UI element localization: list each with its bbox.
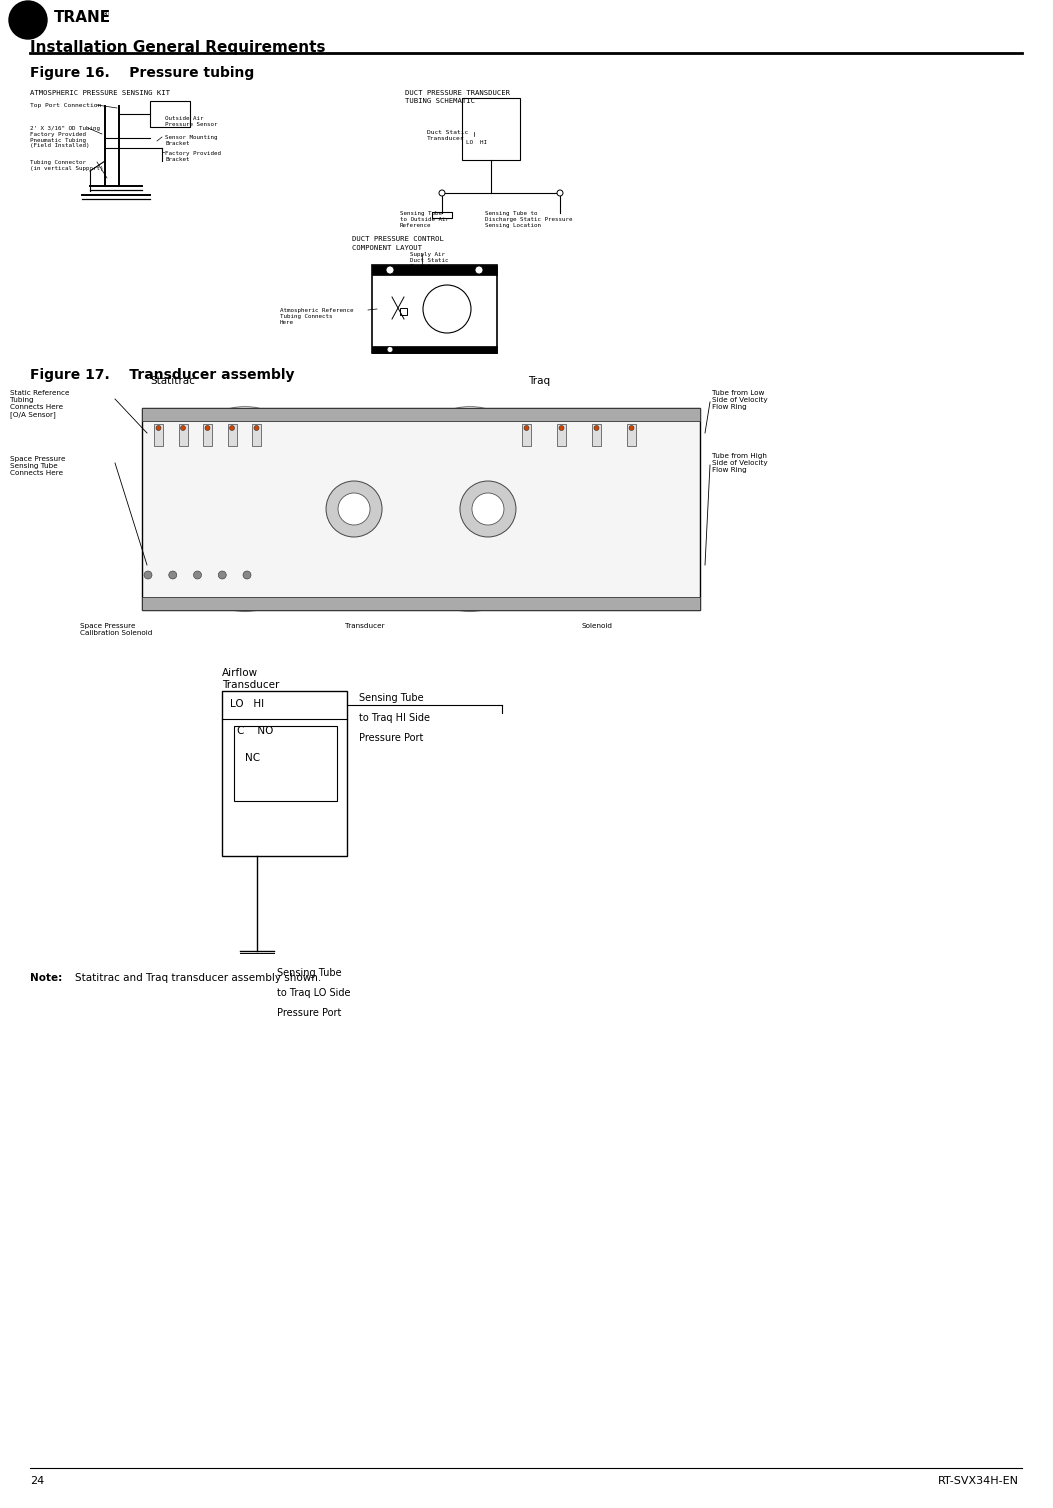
Text: Sensing Tube: Sensing Tube xyxy=(359,694,423,703)
Bar xyxy=(627,424,636,446)
Text: DUCT PRESSURE CONTROL: DUCT PRESSURE CONTROL xyxy=(352,235,444,241)
Bar xyxy=(179,424,187,446)
Circle shape xyxy=(557,190,563,196)
Circle shape xyxy=(205,425,210,430)
Text: Sensing Tube to
Discharge Static Pressure
Sensing Location: Sensing Tube to Discharge Static Pressur… xyxy=(485,211,573,228)
Bar xyxy=(592,424,601,446)
Circle shape xyxy=(218,572,226,579)
Text: Tubing Connector
(in vertical Support): Tubing Connector (in vertical Support) xyxy=(29,160,103,170)
Text: Sensing Tube: Sensing Tube xyxy=(277,968,341,979)
Bar xyxy=(142,409,700,421)
Text: Space Pressure
Sensing Tube
Connects Here: Space Pressure Sensing Tube Connects Her… xyxy=(9,455,65,477)
Circle shape xyxy=(243,572,251,579)
Circle shape xyxy=(472,493,504,525)
Text: Traq: Traq xyxy=(528,375,550,386)
Bar xyxy=(372,265,497,274)
Text: to Traq LO Side: to Traq LO Side xyxy=(277,988,351,998)
Circle shape xyxy=(168,572,177,579)
Text: Atmospheric Reference
Tubing Connects
Here: Atmospheric Reference Tubing Connects He… xyxy=(280,308,354,324)
Text: TUBING SCHEMATIC: TUBING SCHEMATIC xyxy=(405,98,475,104)
Text: C    NO: C NO xyxy=(237,725,274,736)
Text: Installation General Requirements: Installation General Requirements xyxy=(29,41,325,54)
Circle shape xyxy=(423,285,471,333)
Text: 2' X 3/16" OD Tubing
Factory Provided
Pneumatic Tubing
(Field Installed): 2' X 3/16" OD Tubing Factory Provided Pn… xyxy=(29,127,100,148)
Text: to Traq HI Side: to Traq HI Side xyxy=(359,713,430,722)
Circle shape xyxy=(254,425,259,430)
Text: COMPONENT LAYOUT: COMPONENT LAYOUT xyxy=(352,244,422,250)
Circle shape xyxy=(194,572,201,579)
Circle shape xyxy=(460,481,516,537)
Text: Sensor Mounting
Bracket: Sensor Mounting Bracket xyxy=(165,136,218,146)
Circle shape xyxy=(156,425,161,430)
Circle shape xyxy=(594,425,599,430)
Bar xyxy=(462,98,520,160)
Circle shape xyxy=(388,347,393,353)
Text: LO  HI: LO HI xyxy=(466,140,486,145)
Text: Outside Air
Pressure Sensor: Outside Air Pressure Sensor xyxy=(165,116,218,127)
Circle shape xyxy=(326,481,382,537)
Circle shape xyxy=(559,425,564,430)
Text: Static Reference
Tubing
Connects Here
[O/A Sensor]: Static Reference Tubing Connects Here [O… xyxy=(9,391,69,418)
Circle shape xyxy=(475,265,483,274)
Bar xyxy=(432,213,452,219)
Text: 24: 24 xyxy=(29,1476,44,1485)
Text: ®: ® xyxy=(102,11,110,20)
Text: Sensing Tube
to Outside Air
Reference: Sensing Tube to Outside Air Reference xyxy=(400,211,449,228)
Bar xyxy=(372,265,497,353)
Circle shape xyxy=(439,190,445,196)
Text: LO   HI: LO HI xyxy=(230,700,264,709)
Text: Space Pressure
Calibration Solenoid: Space Pressure Calibration Solenoid xyxy=(80,623,153,636)
Bar xyxy=(222,691,347,857)
Circle shape xyxy=(629,425,634,430)
Circle shape xyxy=(180,425,185,430)
Circle shape xyxy=(338,493,370,525)
Text: Pressure Port: Pressure Port xyxy=(277,1007,341,1018)
Text: Statitrac: Statitrac xyxy=(150,375,195,386)
Text: Transducer: Transducer xyxy=(345,623,384,629)
Text: Duct Static
Transducer: Duct Static Transducer xyxy=(428,130,469,140)
Text: Airflow
Transducer: Airflow Transducer xyxy=(222,668,279,689)
Text: Note:: Note: xyxy=(29,973,66,983)
Text: Pressure Port: Pressure Port xyxy=(359,733,423,743)
Circle shape xyxy=(144,572,152,579)
Text: Tube from High
Side of Velocity
Flow Ring: Tube from High Side of Velocity Flow Rin… xyxy=(712,452,768,474)
Text: TRANE: TRANE xyxy=(54,11,112,26)
Text: Figure 16.    Pressure tubing: Figure 16. Pressure tubing xyxy=(29,66,254,80)
Bar xyxy=(400,308,408,315)
Text: Top Port Connection: Top Port Connection xyxy=(29,103,101,109)
Bar xyxy=(227,424,237,446)
Text: NC: NC xyxy=(245,752,260,763)
Bar xyxy=(522,424,531,446)
Bar xyxy=(557,424,567,446)
Text: Tube from Low
Side of Velocity
Flow Ring: Tube from Low Side of Velocity Flow Ring xyxy=(712,391,768,410)
Circle shape xyxy=(230,425,235,430)
Text: Statitrac and Traq transducer assembly shown.: Statitrac and Traq transducer assembly s… xyxy=(75,973,321,983)
Bar xyxy=(150,101,190,127)
Text: Factory Provided
Bracket: Factory Provided Bracket xyxy=(165,151,221,161)
Bar xyxy=(142,597,700,611)
Circle shape xyxy=(386,265,394,274)
Text: ATMOSPHERIC PRESSURE SENSING KIT: ATMOSPHERIC PRESSURE SENSING KIT xyxy=(29,90,170,97)
Bar xyxy=(372,345,497,353)
Text: DUCT PRESSURE TRANSDUCER: DUCT PRESSURE TRANSDUCER xyxy=(405,90,510,97)
Bar xyxy=(203,424,212,446)
Bar xyxy=(252,424,261,446)
Bar xyxy=(154,424,163,446)
Circle shape xyxy=(524,425,529,430)
Bar xyxy=(142,409,700,611)
Bar xyxy=(234,725,337,801)
Text: Figure 17.    Transducer assembly: Figure 17. Transducer assembly xyxy=(29,368,295,382)
Text: Solenoid: Solenoid xyxy=(582,623,613,629)
Circle shape xyxy=(9,2,47,39)
Text: Supply Air
Duct Static
Transducer: Supply Air Duct Static Transducer xyxy=(410,252,449,268)
Text: RT-SVX34H-EN: RT-SVX34H-EN xyxy=(938,1476,1019,1485)
